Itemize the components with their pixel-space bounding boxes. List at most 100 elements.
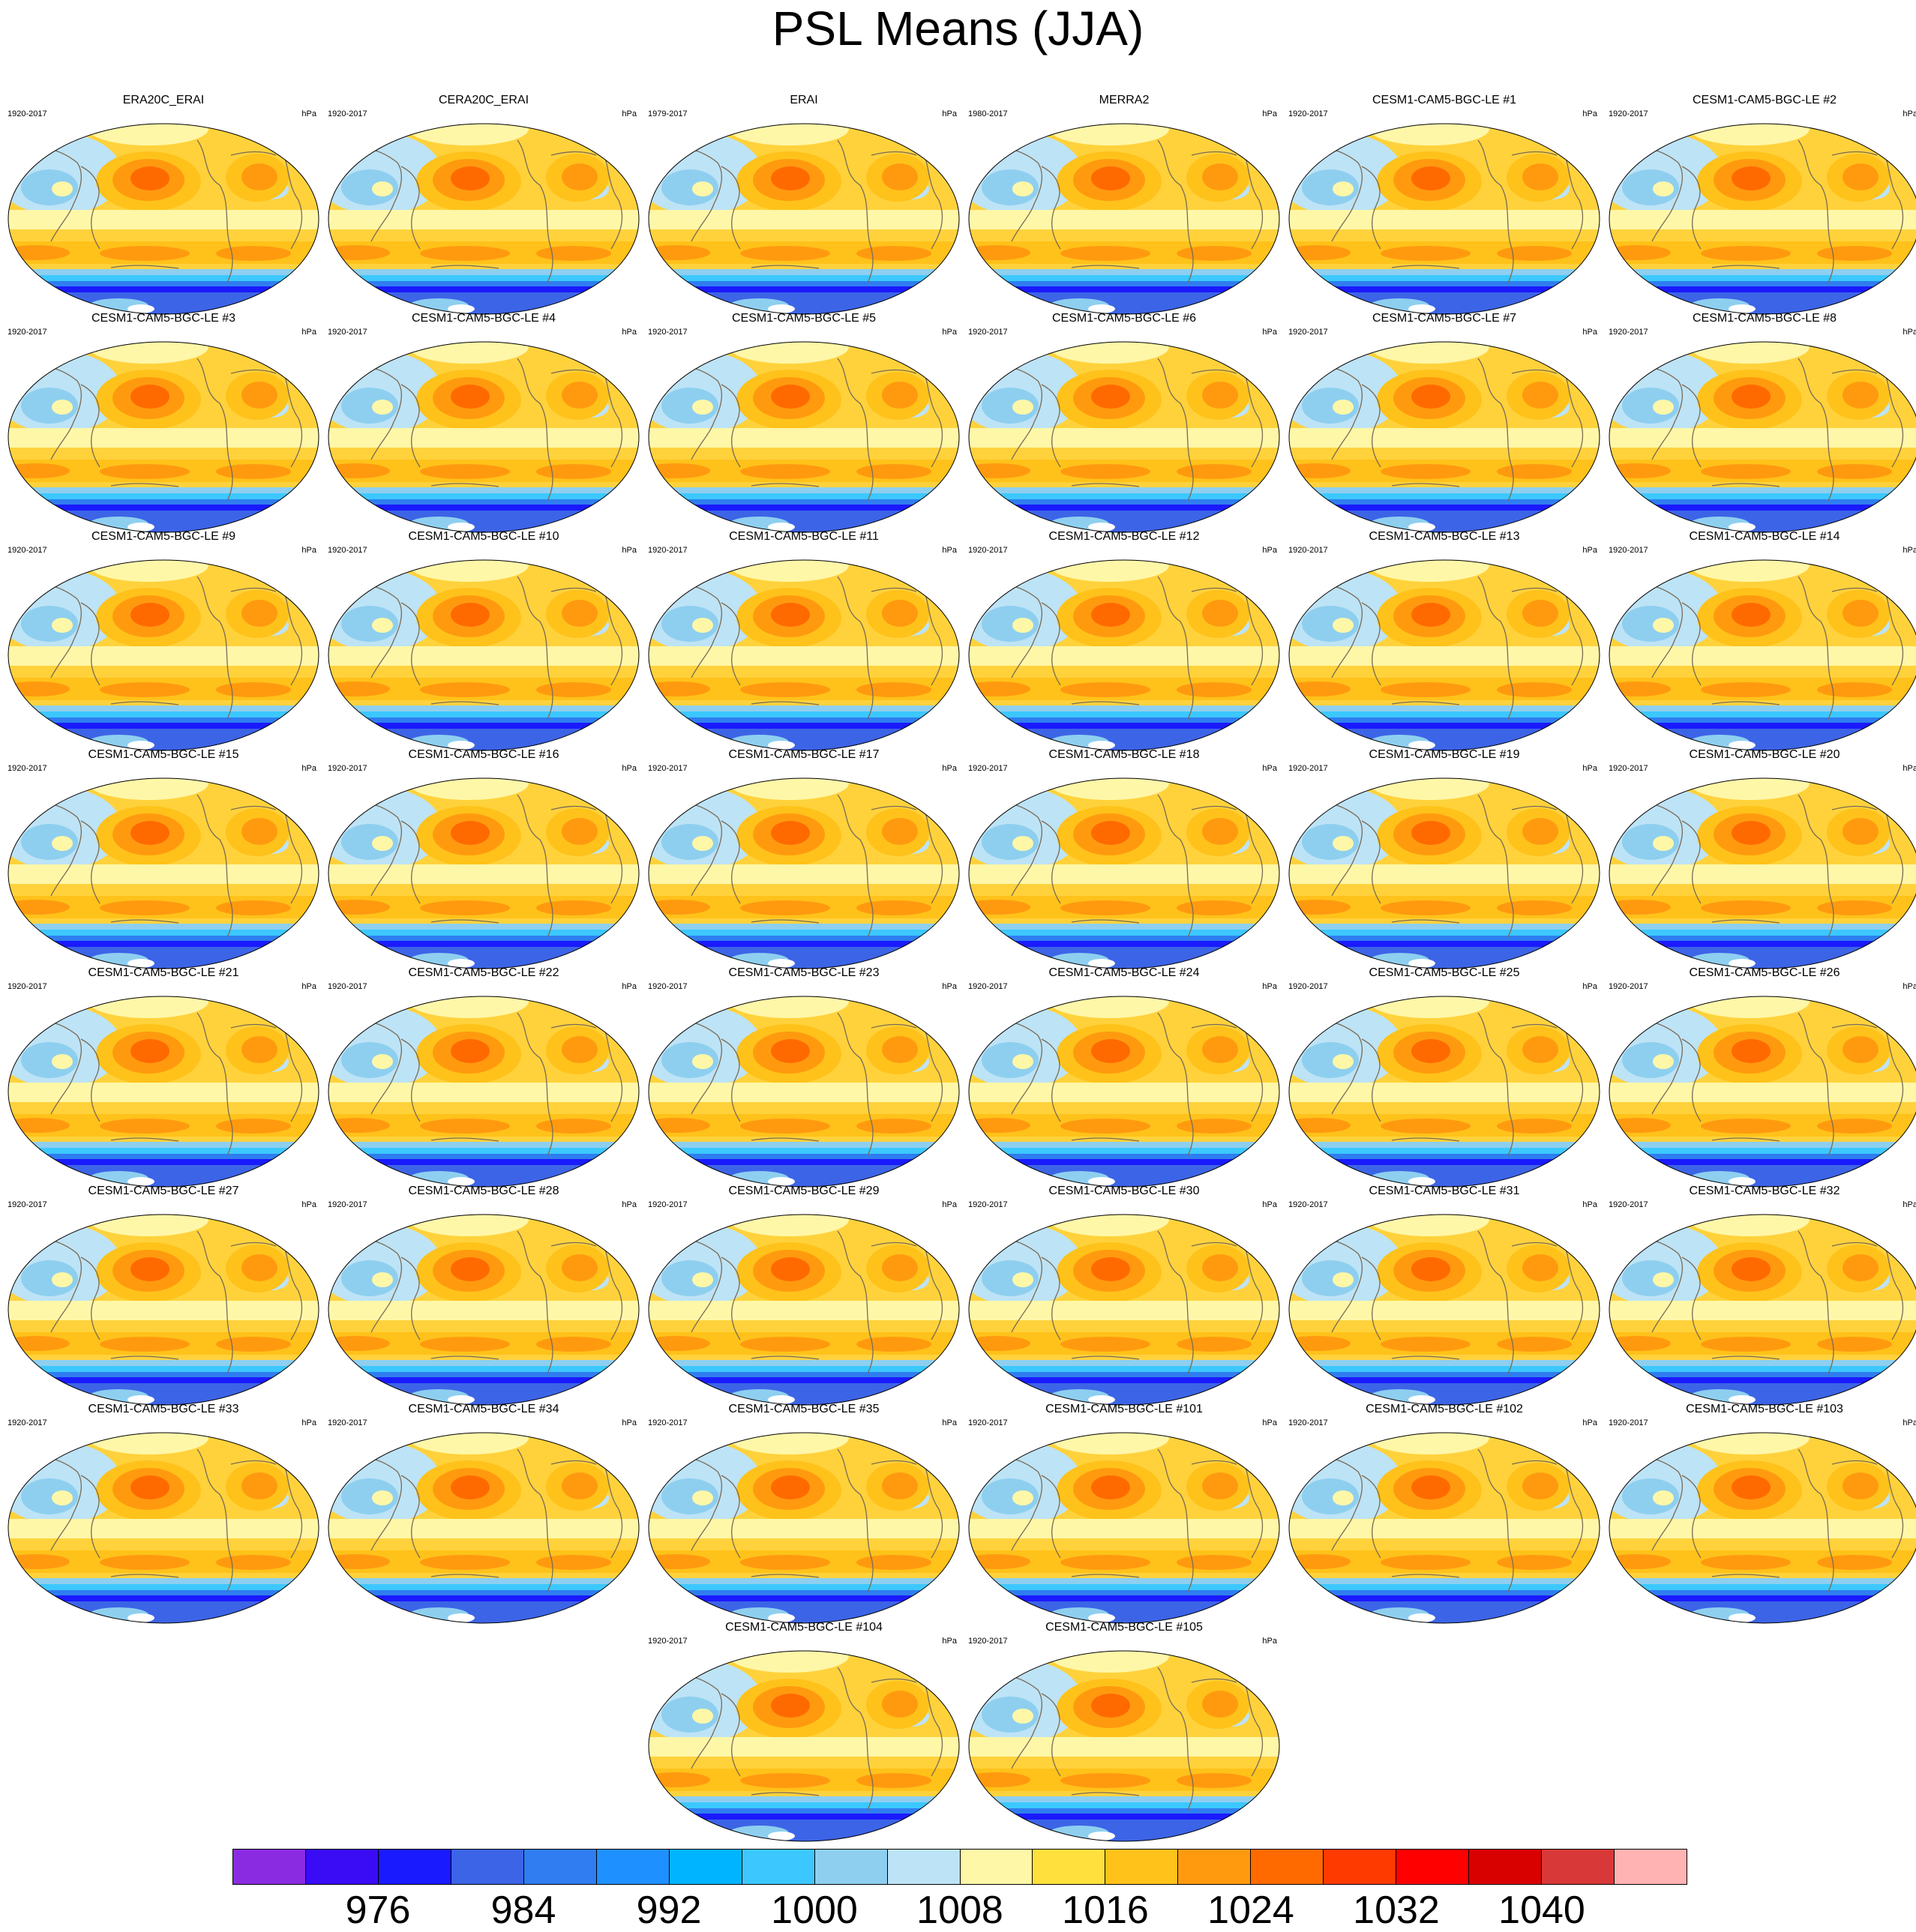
map-panel: CESM1-CAM5-BGC-LE #18 1920-2017 hPa xyxy=(967,748,1282,969)
colorbar-swatch xyxy=(1251,1850,1324,1884)
colorbar-tick-label: 1008 xyxy=(916,1889,1003,1932)
panel-title: ERA20C_ERAI xyxy=(122,94,205,106)
map-panel: CESM1-CAM5-BGC-LE #14 1920-2017 hPa xyxy=(1607,531,1916,751)
psl-map xyxy=(1609,996,1916,1188)
psl-map xyxy=(328,1432,640,1624)
panel-title: CESM1-CAM5-BGC-LE #11 xyxy=(729,530,879,543)
panel-title: CESM1-CAM5-BGC-LE #27 xyxy=(88,1185,239,1197)
psl-map xyxy=(968,341,1280,533)
colorbar-swatch xyxy=(669,1850,742,1884)
panel-years: 1920-2017 xyxy=(7,1200,47,1209)
colorbar-swatch xyxy=(378,1850,451,1884)
panel-title: CESM1-CAM5-BGC-LE #19 xyxy=(1369,748,1520,761)
colorbar-swatch xyxy=(1324,1850,1397,1884)
panel-units: hPa xyxy=(1582,1418,1597,1427)
psl-map xyxy=(1288,341,1600,533)
panel-units: hPa xyxy=(1903,1418,1916,1427)
colorbar-tick-label: 1024 xyxy=(1207,1889,1294,1932)
map-panel: CESM1-CAM5-BGC-LE #10 1920-2017 hPa xyxy=(326,530,641,751)
colorbar-tick-label: 984 xyxy=(490,1889,556,1932)
colorbar-swatch xyxy=(1615,1850,1687,1884)
panel-years: 1920-2017 xyxy=(648,1637,688,1646)
map-panel: CESM1-CAM5-BGC-LE #11 1920-2017 hPa xyxy=(646,530,961,751)
panel-years: 1920-2017 xyxy=(328,546,367,555)
panel-units: hPa xyxy=(1903,982,1916,991)
panel-title: CESM1-CAM5-BGC-LE #10 xyxy=(408,530,559,543)
panel-years: 1920-2017 xyxy=(7,982,47,991)
panel-title: CESM1-CAM5-BGC-LE #28 xyxy=(408,1185,559,1197)
panel-units: hPa xyxy=(1903,109,1916,118)
panel-units: hPa xyxy=(301,764,316,773)
psl-map xyxy=(648,996,960,1188)
panel-title: CESM1-CAM5-BGC-LE #1 xyxy=(1372,94,1517,106)
panel-years: 1920-2017 xyxy=(328,328,367,337)
colorbar-tick-label: 1000 xyxy=(771,1889,858,1932)
map-panel: CESM1-CAM5-BGC-LE #31 1920-2017 hPa xyxy=(1287,1185,1602,1406)
panel-years: 1920-2017 xyxy=(968,1418,1008,1427)
panel-units: hPa xyxy=(622,546,637,555)
page-title: PSL Means (JJA) xyxy=(772,1,1144,55)
psl-map xyxy=(7,1214,319,1406)
panel-title: CESM1-CAM5-BGC-LE #5 xyxy=(731,312,877,325)
panel-title: CESM1-CAM5-BGC-LE #15 xyxy=(88,748,239,761)
panel-units: hPa xyxy=(1903,1200,1916,1209)
panel-units: hPa xyxy=(301,546,316,555)
panel-units: hPa xyxy=(301,982,316,991)
panel-units: hPa xyxy=(1903,328,1916,337)
panel-title: CESM1-CAM5-BGC-LE #12 xyxy=(1048,530,1200,543)
psl-map xyxy=(328,996,640,1188)
psl-map xyxy=(328,777,640,969)
panel-years: 1920-2017 xyxy=(1609,546,1648,555)
map-panel: CESM1-CAM5-BGC-LE #13 1920-2017 hPa xyxy=(1287,531,1602,751)
psl-map xyxy=(648,341,960,533)
panel-years: 1920-2017 xyxy=(968,1637,1008,1646)
panel-title: CESM1-CAM5-BGC-LE #18 xyxy=(1048,748,1200,761)
panel-title: CESM1-CAM5-BGC-LE #3 xyxy=(91,312,236,325)
map-panel: CESM1-CAM5-BGC-LE #9 1920-2017 hPa xyxy=(6,531,321,751)
panel-units: hPa xyxy=(1582,1200,1597,1209)
map-panel: CESM1-CAM5-BGC-LE #24 1920-2017 hPa xyxy=(967,966,1282,1188)
map-panel: CESM1-CAM5-BGC-LE #34 1920-2017 hPa xyxy=(326,1403,641,1624)
panel-units: hPa xyxy=(942,982,957,991)
psl-map xyxy=(1609,1214,1916,1406)
panel-units: hPa xyxy=(301,109,316,118)
panel-units: hPa xyxy=(1903,764,1916,773)
psl-map xyxy=(968,996,1280,1188)
psl-map xyxy=(328,341,640,533)
colorbar-swatch xyxy=(1178,1850,1252,1884)
panel-units: hPa xyxy=(1262,1200,1277,1209)
map-panel: CESM1-CAM5-BGC-LE #32 1920-2017 hPa xyxy=(1607,1185,1916,1406)
panel-years: 1920-2017 xyxy=(328,1418,367,1427)
panel-units: hPa xyxy=(1582,109,1597,118)
panel-units: hPa xyxy=(622,982,637,991)
psl-map xyxy=(7,559,319,751)
colorbar-swatch xyxy=(1542,1850,1615,1884)
panel-years: 1920-2017 xyxy=(648,1200,688,1209)
psl-map xyxy=(648,559,960,751)
psl-map xyxy=(968,559,1280,751)
panel-title: CESM1-CAM5-BGC-LE #31 xyxy=(1369,1185,1520,1197)
panel-units: hPa xyxy=(942,109,957,118)
colorbar-swatch xyxy=(1396,1850,1470,1884)
panel-years: 1920-2017 xyxy=(1288,1418,1328,1427)
map-panel: CESM1-CAM5-BGC-LE #33 1920-2017 hPa xyxy=(6,1403,321,1624)
panel-units: hPa xyxy=(622,764,637,773)
panel-title: CESM1-CAM5-BGC-LE #103 xyxy=(1686,1403,1843,1415)
panel-years: 1920-2017 xyxy=(328,109,367,118)
psl-map xyxy=(1609,123,1916,315)
colorbar-swatch xyxy=(1033,1850,1106,1884)
panel-title: CESM1-CAM5-BGC-LE #105 xyxy=(1045,1621,1203,1634)
panel-units: hPa xyxy=(1262,982,1277,991)
panel-units: hPa xyxy=(301,328,316,337)
panel-title: CESM1-CAM5-BGC-LE #34 xyxy=(408,1403,559,1415)
colorbar-swatch xyxy=(305,1850,379,1884)
psl-map xyxy=(328,1214,640,1406)
panel-title: CESM1-CAM5-BGC-LE #35 xyxy=(728,1403,880,1415)
panel-title: CESM1-CAM5-BGC-LE #24 xyxy=(1048,966,1200,979)
panel-years: 1920-2017 xyxy=(1288,328,1328,337)
panel-years: 1920-2017 xyxy=(1288,1200,1328,1209)
psl-map xyxy=(1609,559,1916,751)
panel-years: 1920-2017 xyxy=(1288,764,1328,773)
psl-map xyxy=(1609,341,1916,533)
psl-map xyxy=(1288,1214,1600,1406)
